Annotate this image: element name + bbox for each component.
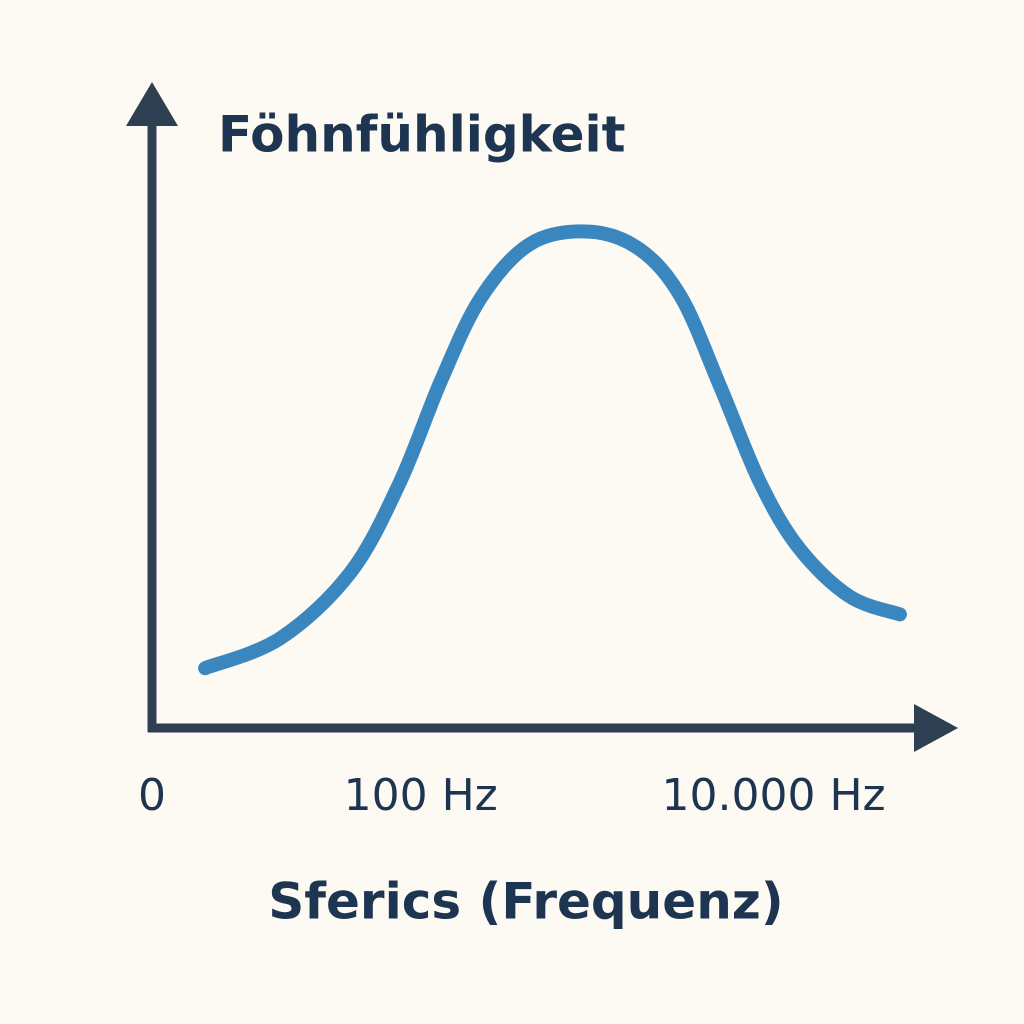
x-tick-label: 100 Hz	[344, 770, 498, 821]
x-axis-label: Sferics (Frequenz)	[268, 873, 784, 931]
x-axis-arrow	[914, 704, 958, 752]
x-tick-label: 10.000 Hz	[662, 770, 886, 821]
y-axis-arrow	[126, 82, 178, 126]
chart-title: Föhnfühligkeit	[218, 106, 626, 164]
curve	[198, 224, 907, 676]
origin-label: 0	[138, 770, 166, 821]
